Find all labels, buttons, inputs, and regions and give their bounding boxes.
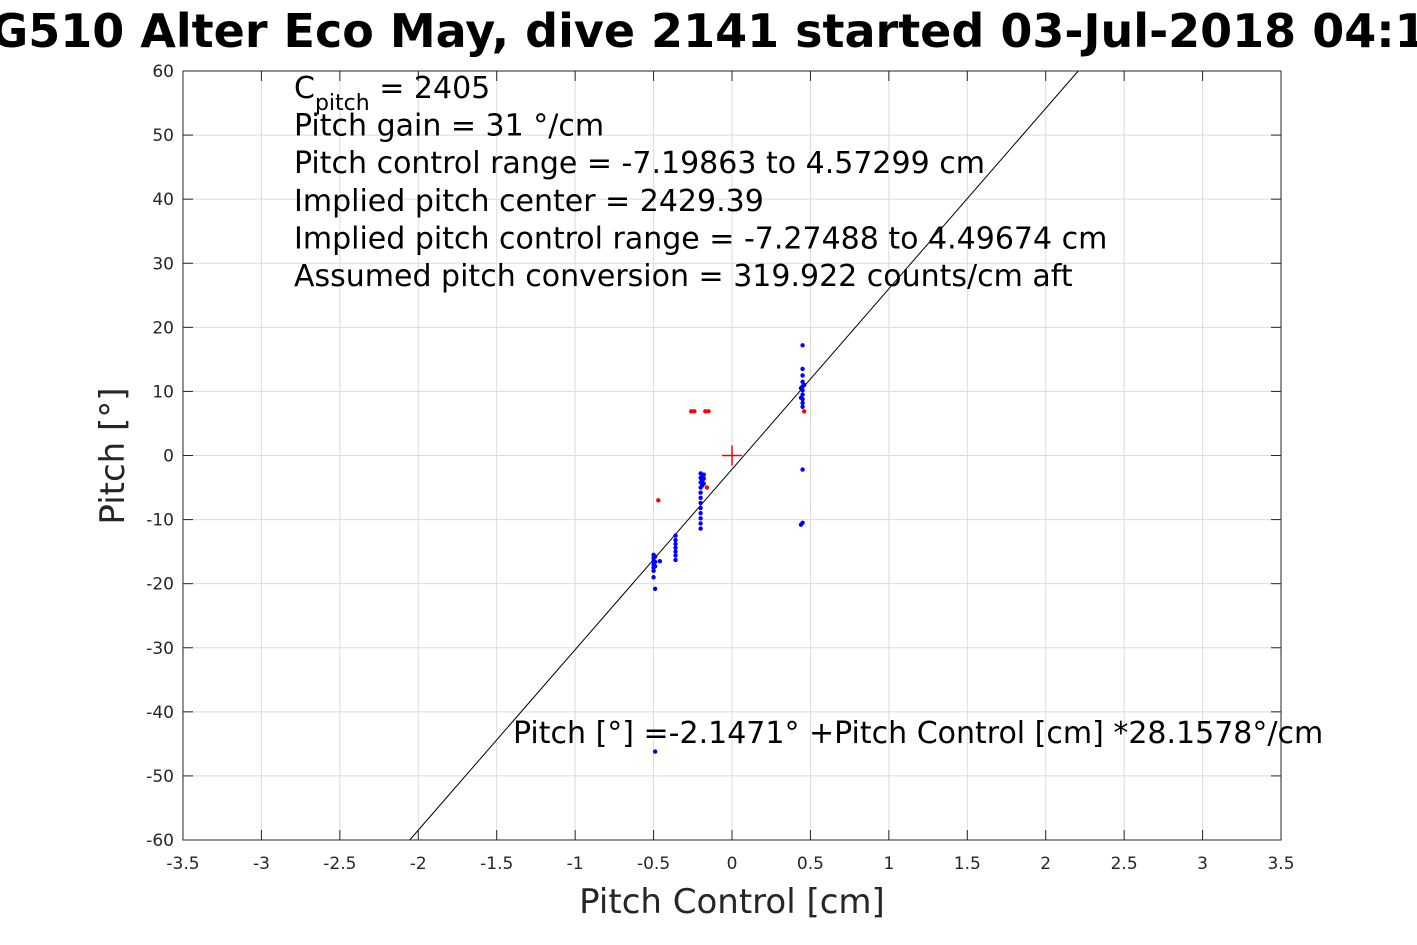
y-tick-label: 40 <box>152 190 174 210</box>
data-point <box>652 554 658 559</box>
y-tick-label: 50 <box>152 126 174 146</box>
center-marker <box>722 445 742 466</box>
data-point <box>798 522 804 527</box>
data-point <box>698 505 703 511</box>
x-tick-label: 1 <box>883 854 894 874</box>
data-point <box>698 521 703 526</box>
data-point <box>704 485 710 490</box>
x-tick-label: -3.5 <box>166 854 199 874</box>
data-point <box>800 404 805 409</box>
fit-line-group <box>409 70 1079 841</box>
y-tick-label: -40 <box>146 703 174 723</box>
x-tick-label: 3.5 <box>1267 854 1294 874</box>
data-point <box>701 481 706 486</box>
x-tick-label: -2 <box>410 854 427 874</box>
data-point <box>801 382 807 388</box>
y-tick-label: -30 <box>146 639 174 659</box>
data-point <box>698 510 703 516</box>
x-tick-label: 3 <box>1197 854 1208 874</box>
data-point <box>800 343 805 348</box>
annotation-line: Implied pitch center = 2429.39 <box>294 184 764 219</box>
x-tick-label: -0.5 <box>637 854 670 874</box>
x-tick-label: 0.5 <box>797 854 824 874</box>
x-tick-label: 2.5 <box>1111 854 1138 874</box>
data-point <box>689 409 694 414</box>
data-point <box>800 400 805 406</box>
y-tick-label: -50 <box>146 767 174 787</box>
fit-line <box>409 70 1079 841</box>
annotation-line: Assumed pitch conversion = 319.922 count… <box>294 259 1073 294</box>
x-tick-label: -1 <box>567 854 584 874</box>
x-tick-label: -1.5 <box>480 854 513 874</box>
data-point <box>800 373 805 378</box>
data-point <box>651 575 656 580</box>
data-point <box>698 516 703 521</box>
data-point <box>673 537 678 543</box>
data-point <box>800 366 805 372</box>
x-tick-label: 1.5 <box>954 854 981 874</box>
fit-equation-label: Pitch [°] =-2.1471° +Pitch Control [cm] … <box>513 716 1323 751</box>
y-tick-label: 0 <box>163 447 174 467</box>
data-point <box>652 749 658 754</box>
x-tick-label: -2.5 <box>323 854 356 874</box>
data-point <box>652 559 658 565</box>
y-axis-label: Pitch [°] <box>93 387 133 524</box>
data-point <box>657 559 663 564</box>
data-point <box>701 472 706 477</box>
data-points <box>651 343 807 754</box>
y-tick-label: -60 <box>146 831 174 851</box>
x-tick-labels: -3.5 -3 -2.5 -2 -1.5 -1 -0.5 0 0.5 1 1.5 2 2.5 3 3.5 <box>166 71 1295 874</box>
data-point <box>698 490 703 495</box>
data-point <box>698 500 703 506</box>
annotation-line: Implied pitch control range = -7.27488 t… <box>294 221 1107 256</box>
y-tick-labels: -60 -50 -40 -30 -20 -10 0 10 20 30 40 50 60 <box>146 62 1281 851</box>
annotation-line: Pitch gain = 31 °/cm <box>294 109 604 144</box>
data-point <box>698 526 703 531</box>
annotation-line: Cpitch = 2405 <box>294 71 490 116</box>
data-point <box>673 557 678 563</box>
data-point <box>692 409 697 414</box>
data-point <box>706 409 711 414</box>
y-tick-label: 20 <box>152 318 174 338</box>
x-axis-label: Pitch Control [cm] <box>579 882 885 922</box>
data-point <box>703 409 708 414</box>
data-point <box>652 564 658 569</box>
y-tick-label: -10 <box>146 511 174 531</box>
data-point <box>673 541 678 547</box>
y-tick-label: 30 <box>152 254 174 274</box>
data-point <box>798 395 804 401</box>
x-tick-label: -3 <box>253 854 270 874</box>
data-point <box>652 586 658 591</box>
chart-title: SG510 Alter Eco May, dive 2141 started 0… <box>0 4 1417 58</box>
data-point <box>673 549 678 554</box>
x-tick-label: 2 <box>1040 854 1051 874</box>
data-point <box>801 409 807 414</box>
data-point <box>651 568 656 574</box>
data-point <box>698 495 703 500</box>
y-tick-label: -20 <box>146 575 174 595</box>
data-point <box>701 476 706 481</box>
x-tick-label: 0 <box>727 854 738 874</box>
data-point <box>673 533 678 538</box>
y-tick-label: 10 <box>152 382 174 402</box>
data-point <box>800 467 805 472</box>
annotation-line: Pitch control range = -7.19863 to 4.5729… <box>294 146 985 181</box>
y-tick-label: 60 <box>152 62 174 82</box>
data-point <box>656 498 661 503</box>
data-point <box>673 553 678 558</box>
data-point <box>673 545 678 550</box>
data-point <box>798 386 804 391</box>
